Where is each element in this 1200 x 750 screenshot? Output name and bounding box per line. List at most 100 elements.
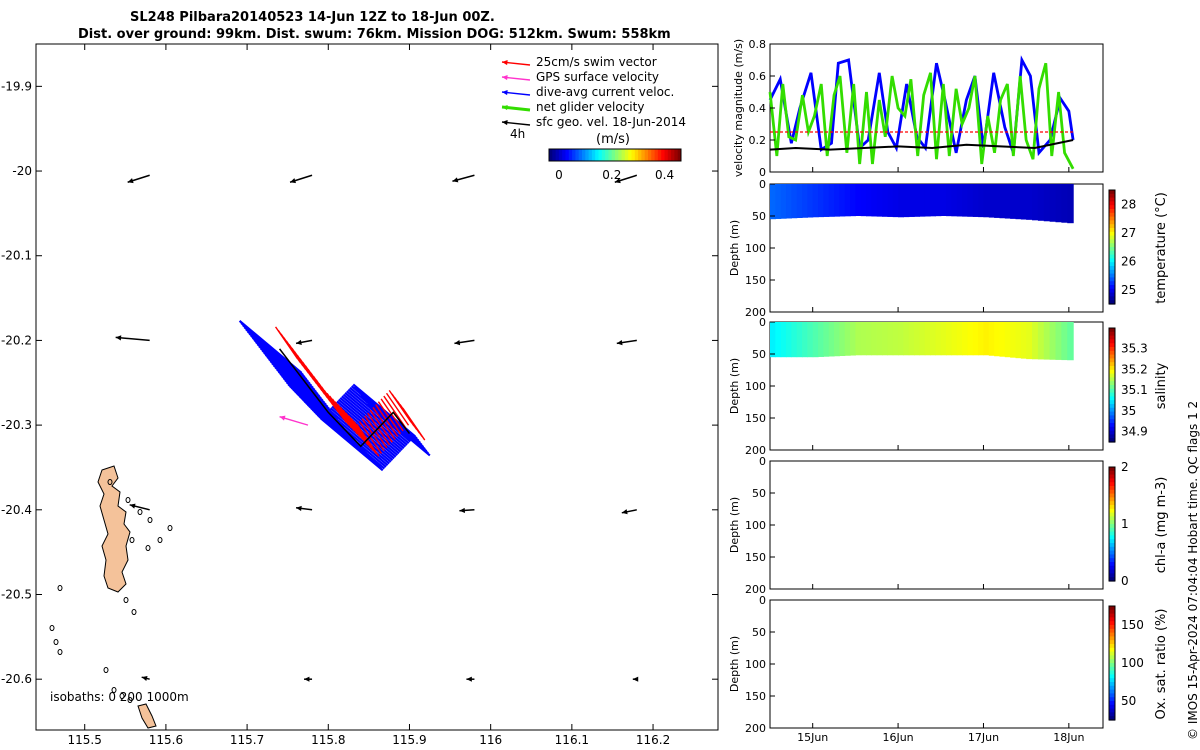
chl-a-colorbar-tick-label: 2 [1121, 460, 1129, 474]
temperature-colorbar-segment [1109, 266, 1115, 271]
colorbar-frame [548, 148, 682, 162]
colorbar-segment [552, 149, 557, 161]
temperature-field-cell [1010, 184, 1017, 219]
colorbar-tick-label: 0 [555, 168, 563, 182]
temperature-field-cell [876, 184, 883, 217]
salinity-field-cell [828, 322, 835, 357]
salinity-field-cell [882, 322, 889, 356]
chl-a-colorbar-segment [1109, 546, 1115, 552]
salinity-field-cell [908, 322, 915, 356]
oxygen-colorbar-segment [1109, 659, 1115, 664]
chl-a-colorbar-segment [1109, 524, 1115, 529]
temperature-field-cell [1020, 184, 1027, 220]
oxygen-depth-label: Depth (m) [728, 636, 741, 692]
map-x-tick-label: 115.7 [230, 733, 264, 747]
surface-velocity-vector-head [141, 675, 148, 682]
salinity-field-cell [1049, 322, 1057, 360]
salinity-colorbar-segment [1109, 415, 1115, 420]
islet-shape [57, 585, 63, 591]
salinity-field-cell [876, 322, 883, 356]
chl-a-colorbar-segment [1109, 550, 1115, 555]
colorbar-segment [638, 149, 642, 161]
salinity-colorbar-segment [1109, 366, 1115, 371]
salinity-field-cell [1067, 322, 1074, 361]
colorbar-segment [671, 149, 675, 161]
chl-a-colorbar-segment [1109, 531, 1115, 536]
surface-velocity-vector-head [452, 177, 459, 183]
colorbar-segment [618, 149, 623, 161]
colorbar-segment [657, 149, 662, 161]
colorbar-segment [588, 149, 593, 161]
colorbar-segment [555, 149, 560, 161]
temperature-field-cell [1026, 184, 1033, 220]
salinity-colorbar-segment [1109, 362, 1115, 367]
islet-shape [111, 687, 117, 693]
salinity-colorbar-segment [1109, 358, 1115, 363]
credit-text: © IMOS 15-Apr-2024 07:04:04 Hobart time.… [1186, 400, 1200, 740]
colorbar-segment [591, 149, 596, 161]
islet-shape [49, 625, 55, 631]
colorbar-segment [651, 149, 656, 161]
salinity-field-cell [1020, 322, 1027, 359]
salinity-field-cell [978, 322, 985, 356]
chl-a-axes-frame [769, 460, 1104, 590]
colorbar-segment [562, 149, 566, 161]
velocity-y-tick-label: 0.8 [749, 38, 767, 51]
surface-velocity-vector-head [290, 178, 296, 184]
salinity-field-cell [1026, 322, 1033, 360]
colorbar-segment [628, 149, 632, 161]
chl-a-colorbar-segment [1109, 516, 1115, 521]
surface-velocity-vector-head [296, 339, 302, 345]
salinity-colorbar-segment [1109, 373, 1115, 378]
temperature-field-cell [882, 184, 889, 217]
colorbar-segment [654, 149, 659, 161]
temperature-field-cell [1049, 184, 1057, 222]
salinity-colorbar-segment [1109, 347, 1115, 352]
temperature-colorbar-segment [1109, 258, 1115, 263]
map-x-tick-label: 115.9 [392, 733, 426, 747]
depth-y-tick-label: 200 [745, 583, 766, 596]
chl-a-colorbar-segment [1109, 512, 1115, 517]
oxygen-colorbar-segment [1109, 606, 1115, 611]
salinity-field-cell [791, 322, 798, 358]
depth-y-tick-label: 50 [752, 210, 766, 223]
salinity-field-cell [855, 322, 862, 356]
colorbar-segment [605, 149, 609, 161]
map-x-tick-label: 115.5 [68, 733, 102, 747]
salinity-field-cell [914, 322, 921, 356]
surface-velocity-vector-head [614, 178, 621, 184]
chl-a-colorbar-segment [1109, 562, 1115, 567]
colorbar-segment [575, 149, 580, 161]
salinity-colorbar-tick-label: 34.9 [1121, 425, 1148, 439]
depth-y-tick-label: 100 [745, 519, 766, 532]
chl-a-colorbar-segment [1109, 467, 1115, 472]
temperature-field-cell [999, 184, 1006, 219]
temperature-colorbar-segment [1109, 250, 1115, 256]
temperature-colorbar-segment [1109, 190, 1115, 195]
oxygen-colorbar-segment [1109, 663, 1115, 668]
oxygen-colorbar-segment [1109, 632, 1115, 637]
dive-avg-current-vector [342, 393, 407, 448]
chl-a-colorbar-tick-label: 1 [1121, 517, 1129, 531]
depth-y-tick-label: 0 [759, 178, 766, 191]
temperature-field-cell [834, 184, 840, 217]
chl-a-colorbar-tick-label: 0 [1121, 574, 1129, 588]
chl-a-colorbar-segment [1109, 527, 1115, 533]
salinity-colorbar-segment [1109, 381, 1115, 386]
salinity-field-cell [892, 322, 899, 356]
velocity-y-tick-label: 0.2 [749, 134, 767, 147]
salinity-colorbar-segment [1109, 343, 1115, 348]
time-tick-label: 18Jun [1053, 731, 1084, 744]
oxygen-colorbar-frame [1108, 605, 1116, 721]
salinity-colorbar-segment [1109, 328, 1115, 333]
temperature-field-cell [908, 184, 915, 217]
legend-swatch-head [502, 59, 508, 66]
depth-y-tick-label: 200 [745, 444, 766, 457]
chl-a-colorbar-segment [1109, 501, 1115, 506]
temperature-colorbar-segment [1109, 281, 1115, 286]
temperature-colorbar-segment [1109, 212, 1115, 218]
temperature-field-cell [871, 184, 878, 217]
map-x-tick-label: 116 [479, 733, 502, 747]
dive-avg-current-vector [337, 398, 402, 453]
salinity-colorbar-segment [1109, 426, 1115, 432]
